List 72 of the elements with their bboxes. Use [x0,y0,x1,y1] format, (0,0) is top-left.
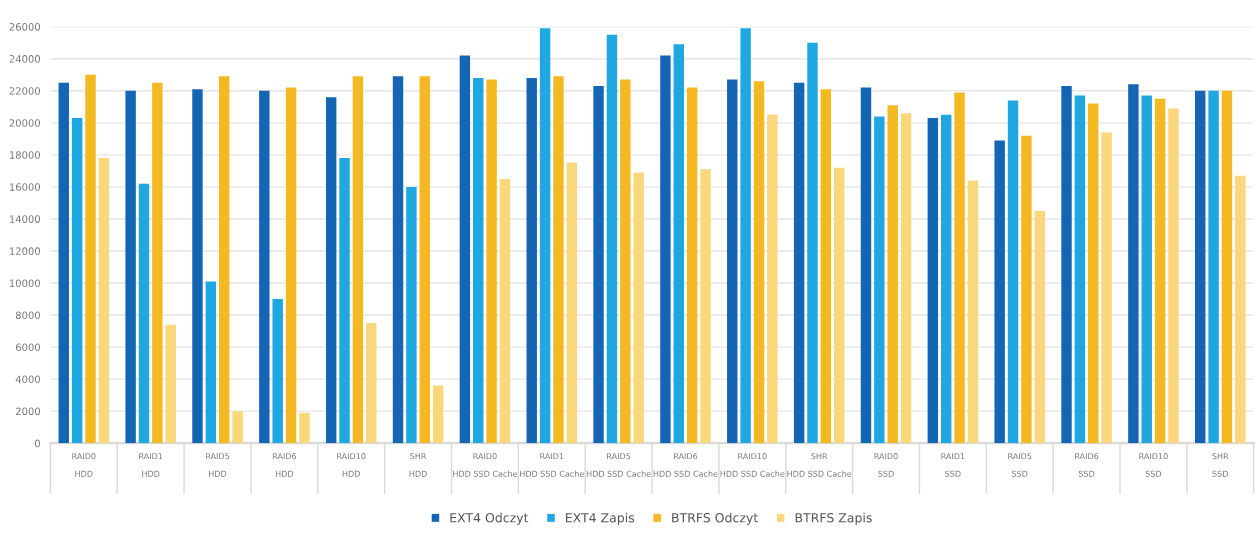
bar [740,28,751,444]
bar [219,76,230,444]
bar [1007,100,1019,444]
bar [1154,98,1166,444]
bar [392,76,404,444]
bar [71,118,83,444]
bar [192,89,203,444]
bar [339,158,350,444]
bar [660,55,671,444]
bar [767,114,778,444]
bar [138,183,150,444]
bar [352,76,364,444]
bar [205,281,217,444]
bar [673,44,684,444]
bar [566,162,578,444]
bar [874,116,885,444]
bar [1128,84,1139,444]
bar [1208,90,1219,444]
bar [553,76,564,444]
bar [753,81,765,444]
bar [1074,95,1086,444]
bar [1034,210,1045,444]
bar [1101,132,1112,444]
bar [606,34,618,444]
bar [272,299,283,444]
bar [1195,90,1206,444]
bar [1088,103,1099,444]
bar [259,90,270,444]
bar [152,82,163,444]
bar [539,28,551,444]
bar [299,412,310,444]
bar [620,79,631,444]
bar [927,118,939,444]
bar [967,180,979,444]
bar [285,87,297,444]
bar [633,172,644,444]
bar [1235,175,1246,444]
bar [793,82,805,444]
bar [700,169,711,444]
bar [58,82,69,444]
bar [526,77,537,444]
bar [887,105,898,444]
bar [459,55,471,444]
bar [165,324,176,444]
bar [1061,85,1072,444]
bar [1021,135,1032,444]
bar [860,87,872,444]
bar [473,77,484,444]
bar [125,90,136,444]
bar [486,79,497,444]
bar [366,323,377,444]
bar [834,167,845,444]
bar [807,42,818,444]
bar [85,74,96,444]
bar [98,158,110,444]
bar [994,140,1005,444]
bar [900,113,912,444]
bar [1141,95,1152,444]
bar [593,85,604,444]
bar [820,89,832,444]
bar [727,79,738,444]
bar [325,97,337,444]
bar [232,411,243,444]
bar [406,186,417,444]
bar [419,76,430,444]
bar [686,87,698,444]
bar [940,114,952,444]
bar [499,178,511,444]
bar [954,92,965,444]
bar [1168,108,1179,444]
bar [432,385,444,444]
bar [1221,90,1233,444]
